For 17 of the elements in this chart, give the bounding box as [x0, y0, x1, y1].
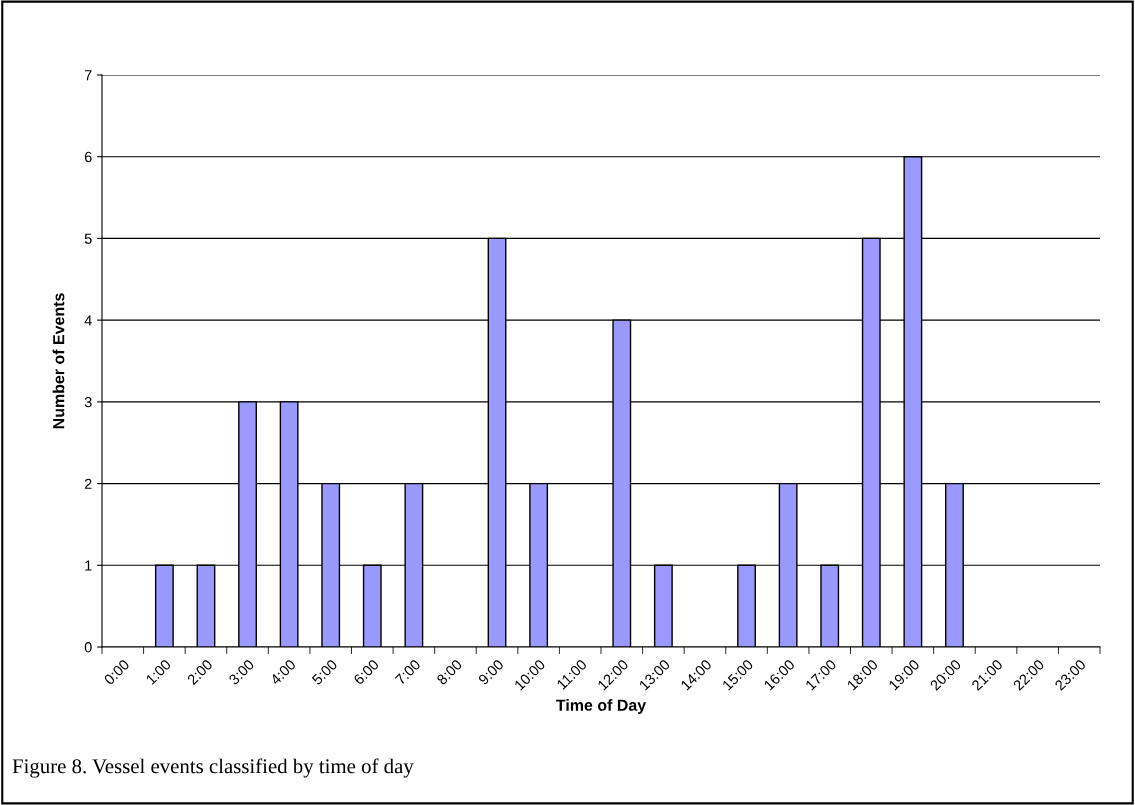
y-tick-label: 2 — [84, 478, 92, 489]
y-tick-label: 6 — [84, 151, 92, 163]
x-tick-label: 0:00 — [103, 658, 130, 686]
y-tick-label: 4 — [84, 315, 92, 326]
y-tick-label: 1 — [85, 560, 92, 571]
y-tick-label: 5 — [84, 233, 92, 244]
x-tick-label: 9:00 — [477, 658, 505, 686]
y-axis-title: Number of Events — [52, 293, 65, 429]
x-tick-label: 6:00 — [353, 658, 380, 686]
y-tick-label: 3 — [84, 396, 92, 408]
caption: Figure 8. Vessel events classified by time of day — [12, 758, 414, 778]
x-axis-title: Time of Day — [556, 699, 647, 714]
y-tick-label: 7 — [84, 70, 92, 81]
x-tick-label: 7:00 — [394, 658, 422, 686]
x-tick-label: 4:00 — [269, 658, 297, 686]
y-tick-label: 0 — [84, 642, 92, 653]
x-tick-label: 3:00 — [228, 658, 255, 686]
